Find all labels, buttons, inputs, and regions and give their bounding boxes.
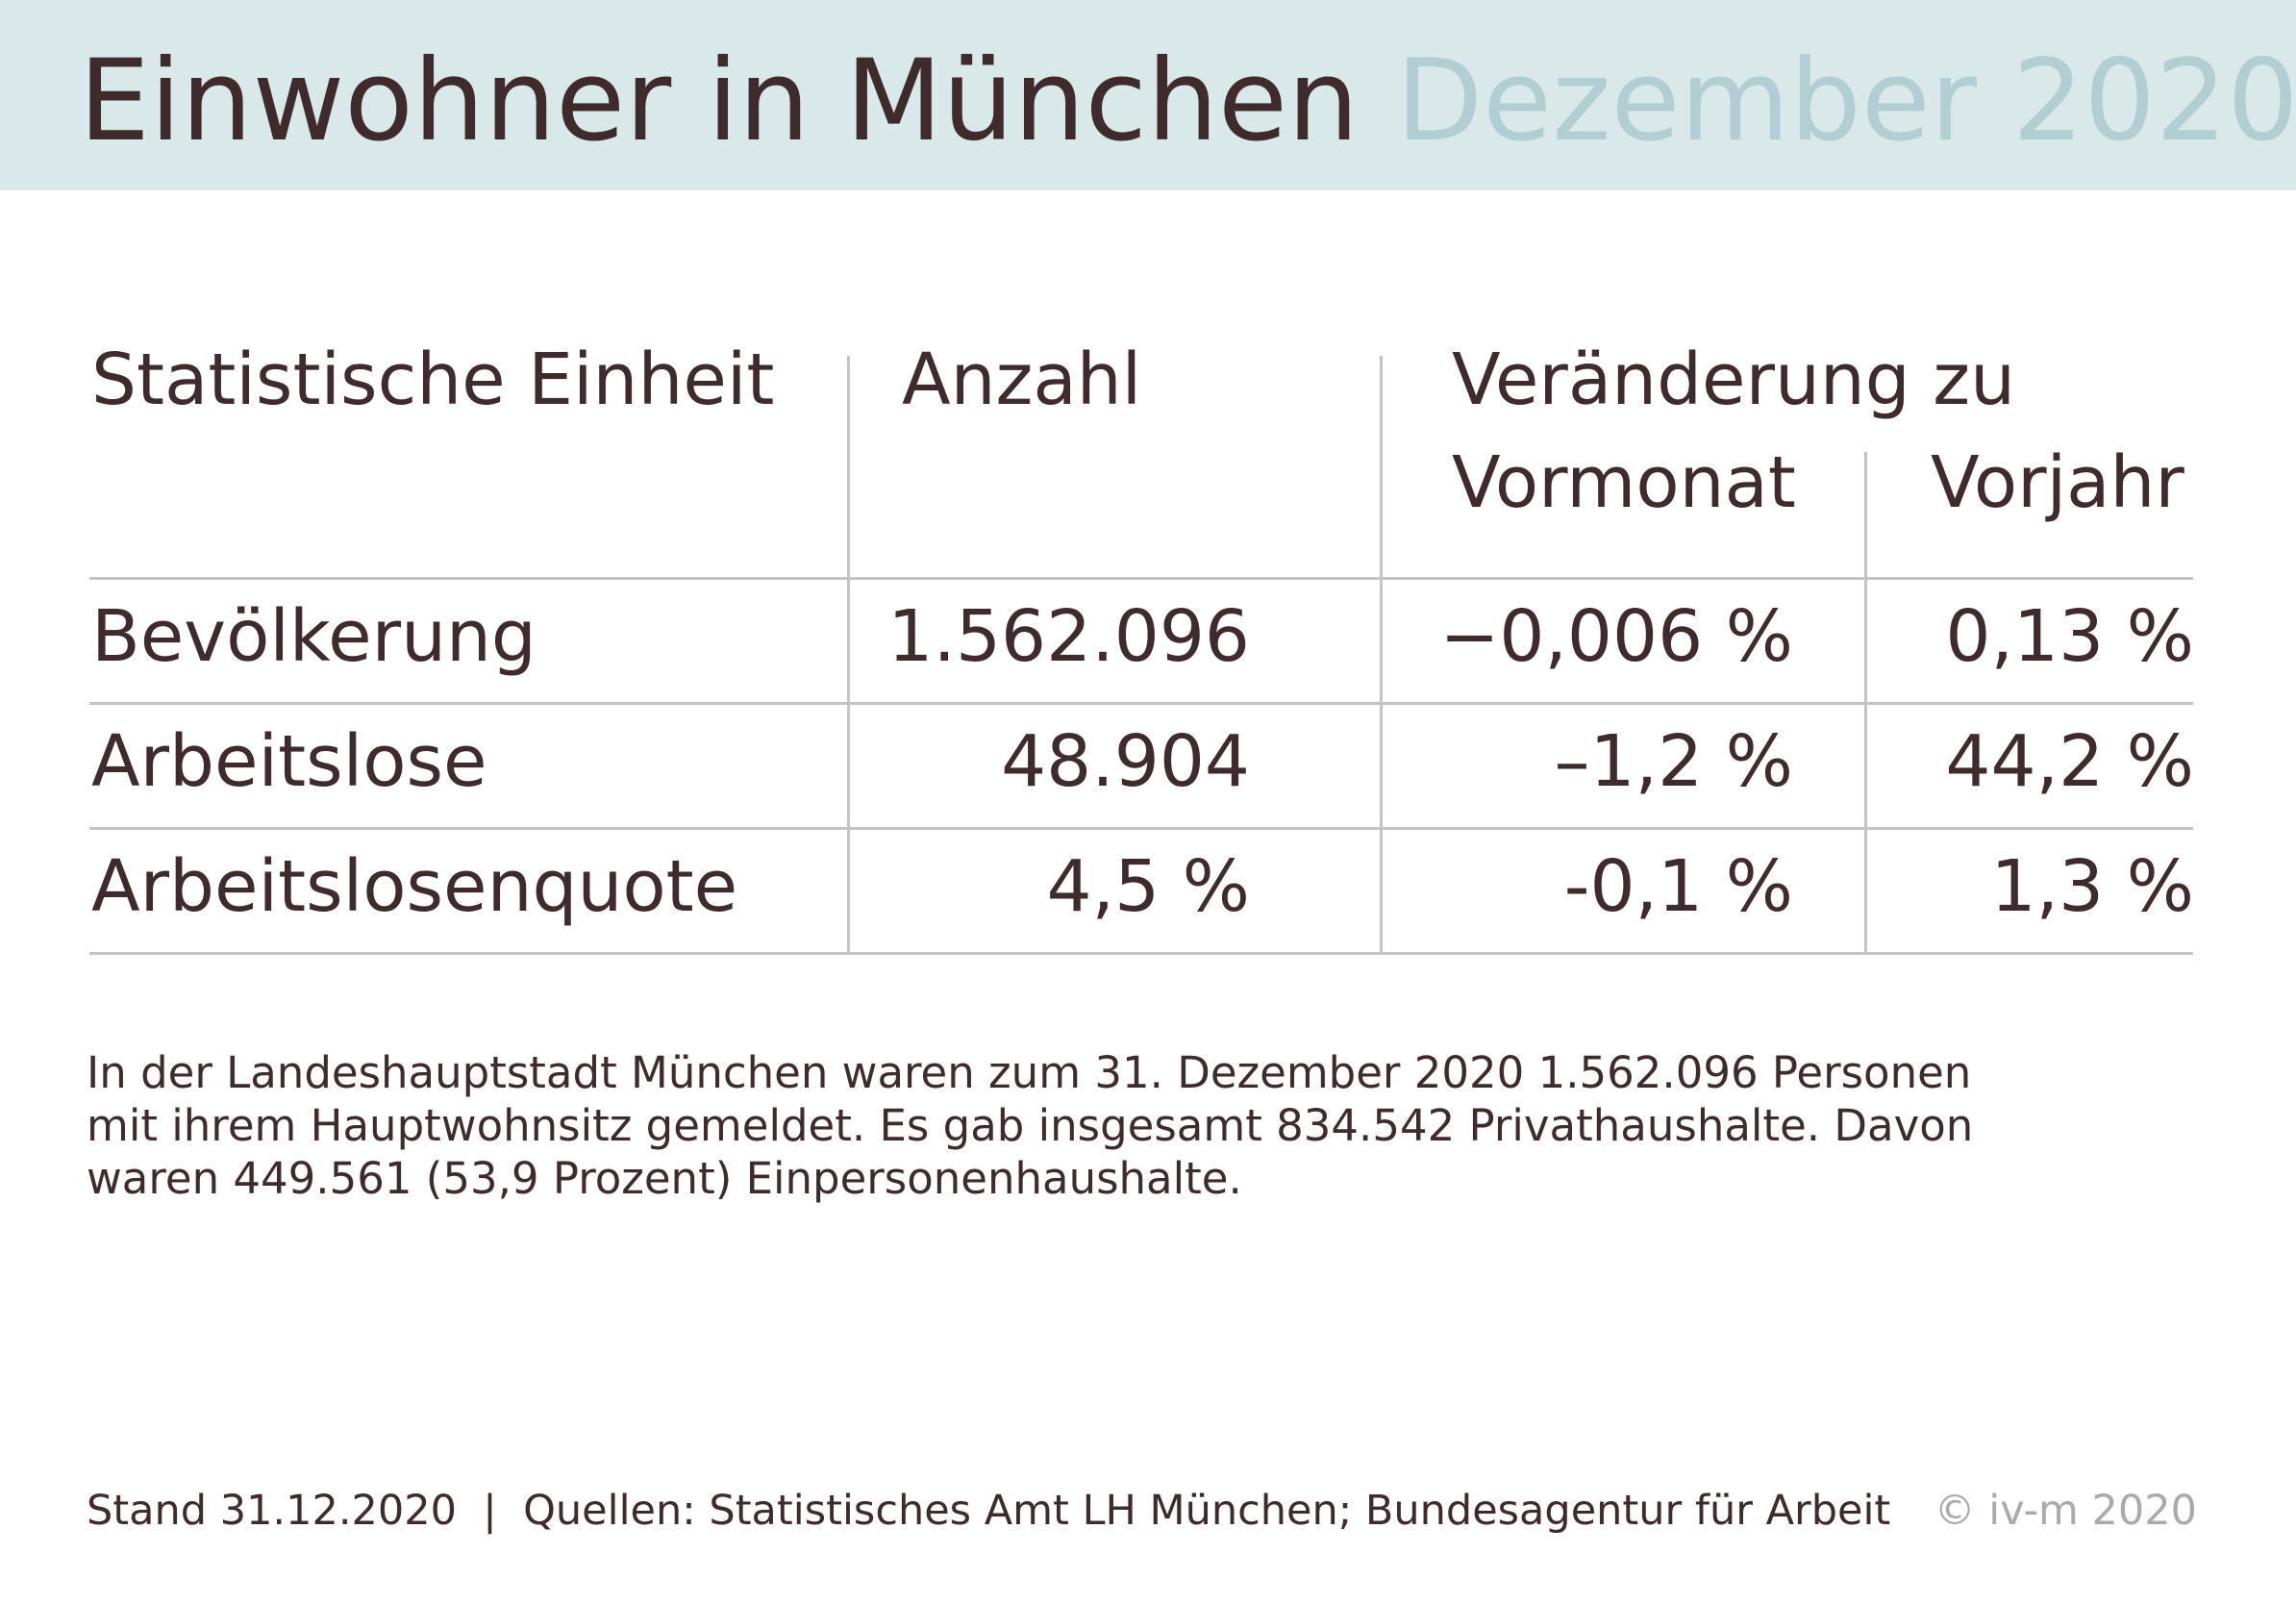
table-rule bbox=[89, 827, 2193, 830]
row-prev-month-unemployed: –1,2 % bbox=[1554, 720, 1793, 803]
header-unit: Statistische Einheit bbox=[91, 338, 775, 421]
description-paragraph: In der Landeshauptstadt München waren zu… bbox=[87, 1046, 2154, 1205]
statistics-table: Statistische Einheit Anzahl Veränderung … bbox=[89, 338, 2194, 955]
column-divider bbox=[1380, 356, 1383, 954]
table-rule bbox=[89, 952, 2193, 955]
page-title: Einwohner in München bbox=[79, 35, 1360, 166]
table-rule bbox=[89, 577, 2193, 580]
row-prev-year-population: 0,13 % bbox=[1945, 595, 2194, 678]
footer-source: Stand 31.12.2020 | Quellen: Statistische… bbox=[87, 1487, 1891, 1535]
row-count-unemployed: 48.904 bbox=[1001, 720, 1250, 803]
row-label-population: Bevölkerung bbox=[91, 595, 537, 678]
row-prev-month-unemployment-rate: -0,1 % bbox=[1563, 845, 1793, 928]
column-divider bbox=[1864, 452, 1867, 954]
row-count-unemployment-rate: 4,5 % bbox=[1046, 845, 1250, 928]
footer-copyright: © iv-m 2020 bbox=[1934, 1487, 2197, 1535]
row-label-unemployed: Arbeitslose bbox=[91, 720, 487, 803]
column-divider bbox=[847, 356, 850, 954]
header-band: Einwohner in München Dezember 2020 bbox=[0, 0, 2296, 190]
page-subtitle-date: Dezember 2020 bbox=[1396, 35, 2296, 166]
description-line: waren 449.561 (53,9 Prozent) Einpersonen… bbox=[87, 1153, 1242, 1204]
table-rule bbox=[89, 702, 2193, 705]
header-change: Veränderung zu bbox=[1452, 338, 2016, 421]
row-prev-year-unemployment-rate: 1,3 % bbox=[1990, 845, 2194, 928]
row-label-unemployment-rate: Arbeitslosenquote bbox=[91, 845, 738, 928]
header-prev-month: Vormonat bbox=[1452, 441, 1796, 524]
row-prev-year-unemployed: 44,2 % bbox=[1945, 720, 2194, 803]
row-prev-month-population: −0,006 % bbox=[1439, 595, 1793, 678]
header-prev-year: Vorjahr bbox=[1931, 441, 2184, 524]
row-count-population: 1.562.096 bbox=[887, 595, 1250, 678]
description-line: mit ihrem Hauptwohnsitz gemeldet. Es gab… bbox=[87, 1100, 1974, 1151]
header-count: Anzahl bbox=[902, 338, 1142, 421]
description-line: In der Landeshauptstadt München waren zu… bbox=[87, 1047, 1972, 1098]
